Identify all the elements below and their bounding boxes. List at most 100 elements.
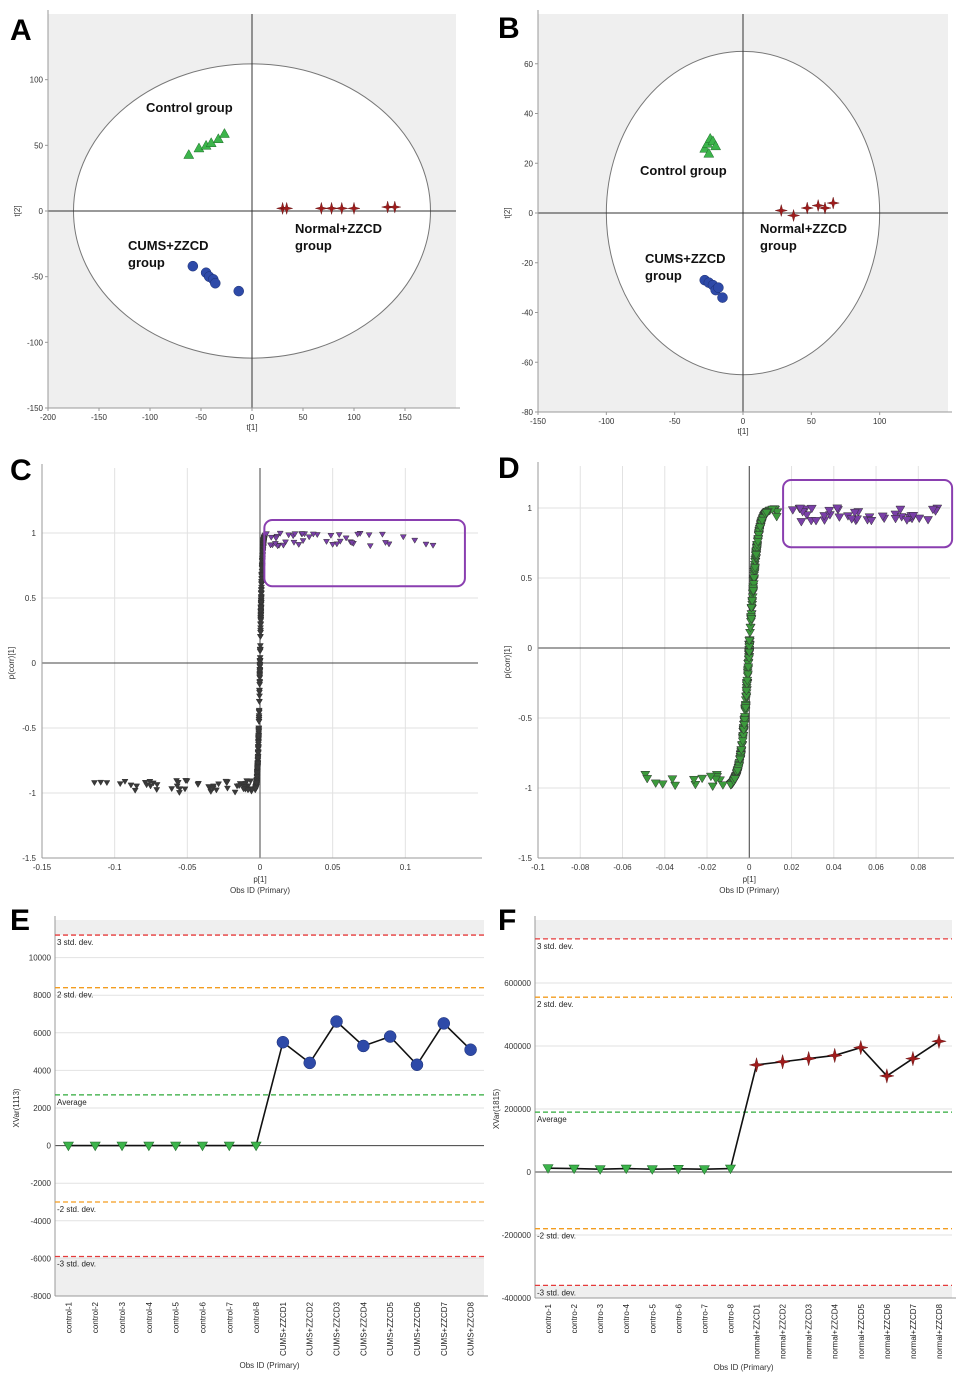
data-point — [329, 542, 337, 548]
x-tick-label: -50 — [195, 413, 207, 422]
x-tick-label: contro-6 — [674, 1303, 683, 1333]
data-point — [282, 539, 289, 546]
data-point — [365, 532, 373, 539]
data-point — [752, 538, 763, 547]
x-tick-label: -100 — [142, 413, 159, 422]
data-point — [422, 541, 430, 548]
x-tick-label: contro-4 — [622, 1303, 631, 1333]
data-point — [153, 787, 161, 794]
x-tick-label: contro-7 — [700, 1303, 709, 1333]
trend-plot-e: -8000 -6000 -4000 -2000 0 2000 4000 6000 8000 100… — [12, 916, 488, 1370]
y-tick-label: 4000 — [33, 1066, 51, 1075]
data-point-circle — [210, 277, 221, 289]
data-point — [736, 746, 747, 755]
data-point — [846, 515, 857, 524]
data-point-star — [314, 201, 329, 216]
panel-letter-b: B — [498, 12, 520, 45]
data-point — [904, 1050, 921, 1067]
y-tick-label: -1.5 — [518, 854, 532, 863]
data-point — [336, 538, 344, 545]
data-point — [755, 523, 766, 532]
data-point — [642, 775, 653, 784]
data-point — [542, 1164, 554, 1174]
highlight-box — [782, 479, 954, 549]
data-point-triangle — [183, 149, 195, 159]
highlight-box — [263, 519, 466, 588]
data-point — [255, 699, 263, 706]
data-point — [749, 574, 760, 583]
s-plot-c: -0.15 -0.1 -0.05 0 0.05 0.1 -1.5 -1 -0.5 0 0.5 1 p[1… — [7, 464, 482, 895]
x-tick-label: 50 — [807, 417, 816, 426]
data-point — [243, 778, 251, 785]
data-point — [279, 542, 287, 549]
data-point-star — [324, 201, 339, 216]
x-axis-caption: Obs ID (Primary) — [719, 886, 779, 895]
data-point — [774, 1053, 791, 1070]
y-axis-label: p(corr)[1] — [503, 646, 512, 678]
x-tick-label: contro-1 — [544, 1303, 553, 1333]
data-point — [801, 511, 812, 520]
x-tick-label: 100 — [873, 417, 887, 426]
data-point — [834, 513, 845, 522]
data-point-circle — [717, 292, 728, 303]
data-point — [256, 672, 264, 679]
data-point — [895, 505, 906, 515]
data-point — [116, 1141, 128, 1152]
x-axis-caption: Obs ID (Primary) — [230, 886, 290, 895]
data-point — [742, 676, 753, 686]
data-point — [772, 508, 783, 517]
data-point — [429, 542, 437, 549]
s-plot-d: -0.1 -0.08 -0.06 -0.04 -0.02 0 0.02 0.04 0.06 0.0… — [503, 462, 954, 895]
trend-plot-f: -400000 -200000 0 200000 400000 600000 3 std. … — [492, 916, 956, 1372]
data-point-star — [388, 200, 402, 214]
data-point — [323, 539, 330, 545]
data-point — [399, 534, 407, 541]
data-point — [464, 1043, 477, 1056]
y-tick-label: -150 — [27, 404, 44, 413]
x-tick-label: normal+ZZCD1 — [753, 1303, 762, 1358]
x-tick-label: 0.08 — [911, 863, 927, 872]
x-tick-label: contro-8 — [726, 1303, 735, 1333]
data-point — [890, 515, 901, 524]
y-tick-label: -0.5 — [22, 724, 36, 733]
x-tick-label: -0.04 — [656, 863, 675, 872]
data-point — [276, 530, 284, 537]
y-tick-label: 0.5 — [25, 594, 37, 603]
x-tick-label: -0.02 — [698, 863, 717, 872]
data-point — [824, 506, 835, 516]
group-label: group — [760, 238, 797, 253]
data-point-star — [800, 201, 815, 215]
data-point — [276, 1035, 290, 1049]
data-point — [771, 513, 782, 522]
data-point — [254, 755, 262, 762]
data-point — [866, 517, 877, 526]
data-point — [267, 542, 275, 549]
reference-line-label: 3 std. dev. — [537, 942, 573, 951]
data-point — [741, 687, 752, 696]
data-point — [305, 534, 313, 541]
out-of-limit-region-bottom — [55, 1256, 484, 1296]
y-axis-label: p(corr)[1] — [7, 647, 16, 679]
data-point — [382, 540, 389, 546]
data-point-star — [826, 196, 840, 210]
y-tick-label: -8000 — [31, 1292, 52, 1301]
data-point — [133, 783, 141, 790]
y-tick-label: 400000 — [504, 1042, 531, 1051]
data-point — [255, 740, 262, 746]
data-point-star — [279, 201, 294, 216]
data-point — [751, 551, 762, 560]
x-tick-label: 50 — [299, 413, 308, 422]
data-point — [657, 780, 668, 789]
data-point — [231, 789, 239, 796]
data-point-star — [334, 201, 349, 216]
data-point — [258, 576, 266, 583]
y-axis-label: XVar(1815) — [492, 1089, 501, 1130]
data-point-star — [811, 198, 825, 213]
series-line — [68, 1020, 472, 1147]
y-tick-label: 0 — [528, 644, 533, 653]
data-point — [698, 1165, 710, 1175]
x-axis-label: Obs ID (Primary) — [240, 1361, 300, 1370]
y-tick-label: 0 — [527, 1168, 532, 1177]
data-point — [256, 655, 264, 662]
data-point-star — [380, 200, 395, 214]
